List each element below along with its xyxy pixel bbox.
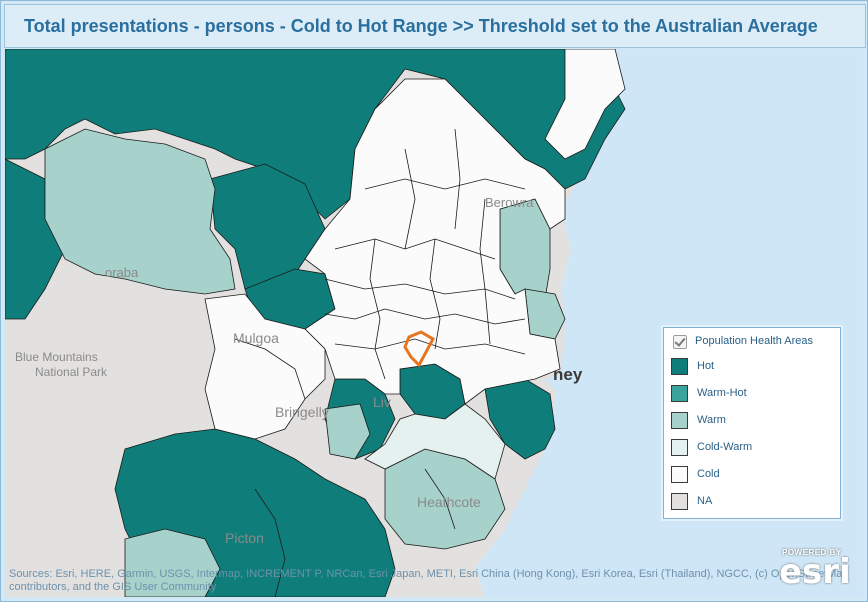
label-berowra: Berowra xyxy=(485,195,534,210)
legend-swatch xyxy=(671,439,688,456)
label-national-park: National Park xyxy=(35,365,108,379)
label-picton: Picton xyxy=(225,530,264,546)
map-attribution: Sources: Esri, HERE, Garmin, USGS, Inter… xyxy=(9,568,849,593)
region-hot-east-coast[interactable] xyxy=(484,378,556,460)
label-liverpool: Liv xyxy=(373,394,391,410)
legend-item-hot: Hot xyxy=(671,358,831,375)
legend-item-na: NA xyxy=(671,493,831,510)
harbour xyxy=(545,371,575,391)
legend-item-cold-warm: Cold-Warm xyxy=(671,439,831,456)
label-sydney: ney xyxy=(553,365,583,384)
legend-title: Population Health Areas xyxy=(695,335,814,347)
legend-swatch xyxy=(671,385,688,402)
label-blue-mountains: Blue Mountains xyxy=(15,350,98,364)
legend-panel: Population Health Areas Hot Warm-Hot War… xyxy=(663,327,841,519)
legend-swatch xyxy=(671,412,688,429)
region-warm-northwest[interactable] xyxy=(44,128,236,295)
legend-label: NA xyxy=(697,495,713,507)
layer-visibility-checkbox[interactable] xyxy=(673,335,687,349)
suburb-boundaries xyxy=(234,128,526,597)
legend-item-warm: Warm xyxy=(671,412,831,429)
title-bar: Total presentations - persons - Cold to … xyxy=(4,4,866,48)
region-warm-south[interactable] xyxy=(124,528,221,597)
label-heathcote: Heathcote xyxy=(417,494,481,510)
legend-swatch xyxy=(671,358,688,375)
esri-wordmark: esri xyxy=(779,552,851,592)
region-warm-mid[interactable] xyxy=(324,403,371,460)
label-mulgoa: Mulgoa xyxy=(233,330,279,346)
legend-label: Warm-Hot xyxy=(697,387,747,399)
legend-swatch xyxy=(671,466,688,483)
region-coldwarm-south[interactable] xyxy=(364,403,506,480)
legend-label: Hot xyxy=(697,360,715,372)
powered-by-text: POWERED BY xyxy=(782,548,842,557)
map-title: Total presentations - persons - Cold to … xyxy=(24,16,818,36)
label-oraba: oraba xyxy=(105,265,139,280)
legend-label: Cold xyxy=(697,468,720,480)
legend-item-warm-hot: Warm-Hot xyxy=(671,385,831,402)
legend-label: Cold-Warm xyxy=(697,441,753,453)
region-coldwarm-north[interactable] xyxy=(544,49,626,160)
legend-item-cold: Cold xyxy=(671,466,831,483)
selected-area-outline[interactable] xyxy=(403,330,436,368)
esri-logo[interactable]: POWERED BY esri xyxy=(777,546,861,594)
label-bringelly: Bringelly xyxy=(275,404,329,420)
map-view[interactable]: Berowra oraba Mulgoa Blue Mountains Nati… xyxy=(5,49,863,597)
choropleth-map[interactable]: Berowra oraba Mulgoa Blue Mountains Nati… xyxy=(5,49,863,597)
legend-swatch xyxy=(671,493,688,510)
legend-label: Warm xyxy=(697,414,726,426)
